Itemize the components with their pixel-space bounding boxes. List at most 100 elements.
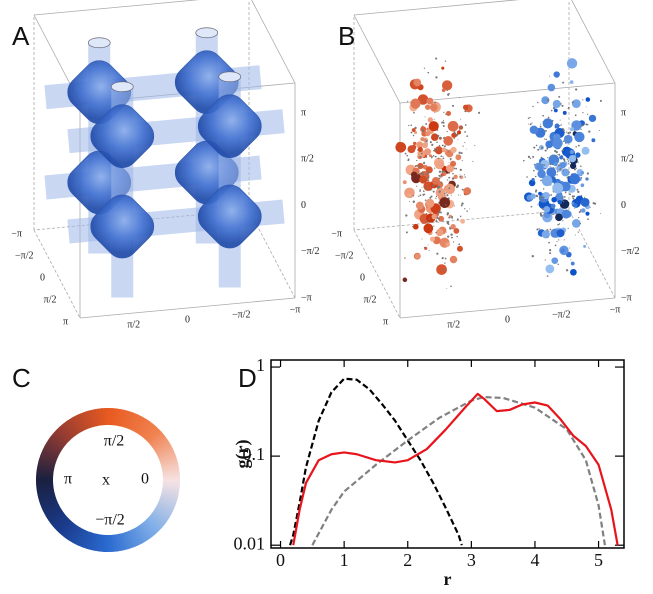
particle: [548, 169, 550, 171]
particle: [563, 200, 565, 203]
particle: [547, 98, 550, 102]
particle: [458, 243, 461, 246]
ring-segment: [71, 416, 83, 433]
particle: [558, 239, 560, 241]
particle: [419, 189, 422, 191]
box-edge: [33, 229, 81, 319]
particle: [566, 158, 568, 160]
ring-segment: [116, 408, 123, 427]
particle: [545, 264, 555, 274]
particle: [432, 184, 435, 187]
series-line: [289, 377, 463, 546]
particle: [422, 174, 424, 176]
particle: [560, 248, 565, 253]
particle: [431, 213, 437, 220]
particle: [412, 195, 414, 197]
particle: [446, 288, 448, 290]
box-edge: [353, 14, 401, 104]
particle: [461, 202, 464, 205]
ring-segment: [87, 410, 95, 428]
particle: [527, 117, 530, 120]
particle: [464, 208, 466, 210]
particle: [456, 133, 459, 136]
particle: [572, 197, 575, 200]
particle: [426, 173, 429, 176]
particle: [570, 127, 575, 132]
particle: [539, 212, 542, 215]
particle: [542, 188, 545, 190]
particle: [586, 113, 589, 115]
ring-segment: [75, 414, 86, 431]
height-tick-label: −π: [301, 292, 312, 303]
ring-label: 0: [141, 471, 149, 488]
ring-segment: [148, 431, 164, 445]
particle: [571, 120, 582, 131]
particle: [559, 155, 564, 160]
particle: [534, 190, 537, 193]
particle: [404, 187, 415, 199]
particle: [547, 157, 549, 159]
ring-segment: [143, 520, 157, 536]
particle: [443, 220, 445, 222]
ring-segment: [145, 427, 160, 442]
particle: [446, 130, 448, 133]
particle: [542, 191, 550, 200]
particle: [427, 176, 430, 179]
particle: [417, 94, 429, 105]
particle: [571, 219, 581, 228]
particle: [464, 124, 467, 126]
particle: [436, 264, 447, 275]
particle: [562, 170, 565, 172]
particle: [434, 155, 437, 158]
ring-segment: [57, 426, 72, 441]
ring-segment: [61, 522, 75, 538]
ring-segment: [38, 495, 56, 503]
particle: [551, 257, 559, 264]
depth-tick-label: −π: [331, 228, 342, 239]
particle: [578, 211, 581, 214]
particle: [431, 156, 433, 158]
particle: [567, 132, 570, 135]
box-edge: [399, 82, 616, 104]
box-edge: [353, 0, 520, 16]
ring-segment: [52, 431, 68, 446]
particle: [441, 88, 446, 93]
ring-segment: [159, 454, 177, 463]
particle: [553, 108, 558, 113]
ring-segment: [133, 416, 144, 433]
particle: [567, 144, 569, 146]
ring-segment: [46, 509, 63, 521]
particle: [537, 148, 540, 151]
ring-segment: [160, 492, 179, 500]
ring-segment: [146, 517, 161, 532]
ring-segment: [73, 415, 84, 432]
particle: [549, 162, 552, 166]
panel-b: −π −π/2 0 π/2 π π/2 0 −π/2 −π π π/2 0 −π/2 −π B: [331, 0, 639, 330]
depth-tick-label: −π: [11, 228, 22, 239]
particle: [409, 173, 411, 175]
particle: [421, 238, 423, 240]
width-tick-label: π/2: [447, 319, 460, 330]
particle: [427, 117, 433, 123]
box-edge: [571, 0, 616, 84]
particle: [460, 126, 463, 129]
ring-segment: [128, 412, 138, 430]
particle: [447, 151, 450, 153]
particle: [547, 83, 556, 92]
ring-segment: [142, 424, 157, 440]
particle: [585, 177, 588, 180]
width-tick-label: 0: [185, 314, 190, 325]
particle: [587, 218, 589, 221]
particle: [538, 228, 540, 230]
particle: [422, 101, 424, 103]
ring-segment: [123, 532, 131, 550]
particle: [462, 104, 469, 111]
particle: [412, 134, 415, 137]
particle: [459, 174, 461, 176]
particle: [438, 149, 440, 151]
particle: [545, 138, 548, 141]
ring-segment: [56, 518, 71, 533]
depth-tick-label: −π/2: [335, 250, 353, 261]
ring-segment: [38, 493, 56, 501]
particle: [550, 194, 553, 196]
